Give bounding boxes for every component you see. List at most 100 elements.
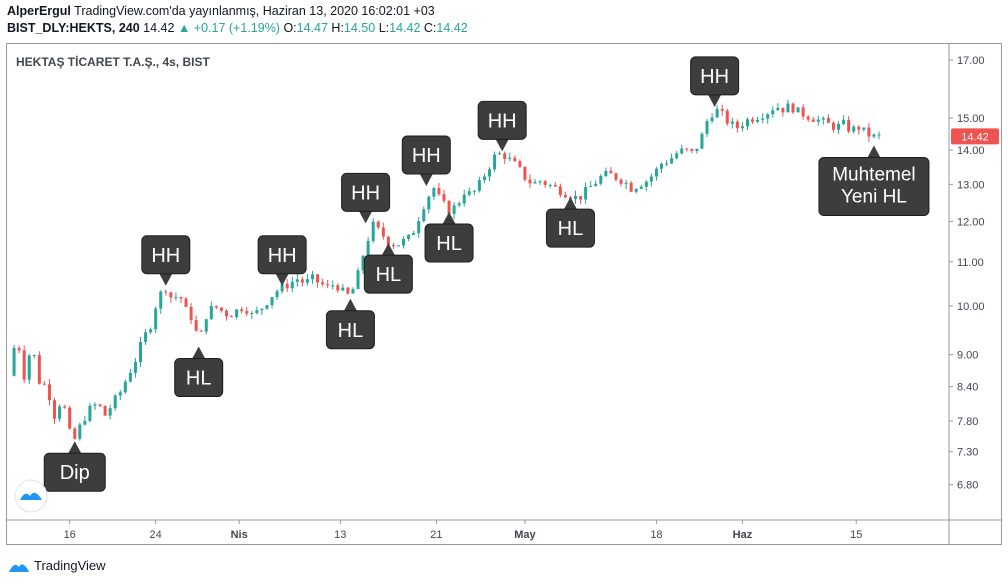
annotation-label: HL	[338, 320, 364, 342]
annotation-callout[interactable]: HH	[690, 56, 740, 107]
candle-body	[305, 279, 309, 283]
candle-body	[831, 122, 835, 130]
annotation-label: HH	[700, 66, 729, 88]
tradingview-logo-icon[interactable]	[8, 559, 30, 573]
candle-body	[280, 284, 284, 292]
candle-body	[644, 181, 648, 187]
chart-title: HEKTAŞ TİCARET T.A.Ş., 4s, BIST	[16, 54, 210, 69]
candle-body	[133, 362, 137, 373]
candle-body	[356, 270, 360, 289]
candle-body	[341, 287, 345, 291]
tradingview-watermark-icon[interactable]	[14, 479, 48, 513]
candle-body	[579, 196, 583, 200]
annotation-callout[interactable]: HH	[341, 172, 391, 224]
annotation-callout[interactable]: HL	[363, 243, 413, 294]
candle-body	[513, 157, 517, 162]
author-name[interactable]: AlperErgul	[7, 4, 71, 18]
candle-body	[270, 297, 274, 306]
candle-body	[250, 313, 254, 315]
candle-body	[204, 319, 208, 332]
candle-body	[467, 191, 471, 195]
candle-body	[745, 119, 749, 127]
candle-body	[174, 297, 178, 299]
candle-body	[776, 107, 780, 111]
candle-body	[290, 281, 294, 289]
callout-pointer	[563, 197, 578, 211]
callout-pointer	[275, 272, 290, 286]
annotation-callout[interactable]: HH	[401, 135, 451, 186]
candle-body	[695, 148, 699, 151]
x-tick-label: 21	[430, 529, 442, 541]
annotation-callout[interactable]: HL	[545, 197, 595, 248]
callout-pointer	[866, 145, 881, 159]
y-tick-label: 13.00	[957, 179, 985, 191]
candle-body	[715, 109, 719, 118]
y-tick-label: 17.00	[957, 55, 985, 67]
candle-body	[771, 110, 775, 115]
x-tick-label: Haz	[733, 529, 753, 541]
callout-box	[690, 56, 740, 96]
annotation-callout[interactable]: HH	[141, 235, 191, 286]
annotation-label: HH	[268, 245, 297, 267]
annotation-callout[interactable]: HH	[257, 235, 307, 286]
candle-body	[427, 196, 431, 210]
candle-body	[321, 282, 325, 285]
annotation-label: HL	[436, 233, 462, 255]
candle-body	[37, 355, 41, 384]
candle-body	[457, 203, 461, 206]
candle-body	[240, 309, 244, 312]
low-value: 14.42	[389, 21, 421, 35]
candle-body	[164, 291, 168, 293]
candle-body	[149, 329, 153, 333]
x-tick-label: 16	[64, 529, 76, 541]
candle-body	[614, 173, 618, 180]
open-value: 14.47	[296, 21, 328, 35]
candle-body	[867, 127, 871, 137]
annotation-callout[interactable]: HH	[477, 100, 527, 152]
publish-info: TradingView.com'da yayınlanmış, Haziran …	[74, 4, 435, 18]
candle-body	[665, 163, 669, 165]
candle-body	[245, 311, 249, 314]
candle-body	[629, 182, 633, 192]
candle-body	[730, 121, 734, 124]
candle-body	[93, 404, 97, 406]
annotation-callout[interactable]: HL	[325, 298, 375, 350]
candle-body	[756, 119, 760, 122]
candle-body	[528, 179, 532, 184]
y-tick-label: 8.40	[957, 382, 978, 394]
candle-body	[604, 170, 608, 177]
chart-header: AlperErgul TradingView.com'da yayınlanmı…	[7, 3, 468, 37]
candle-body	[472, 190, 476, 192]
annotation-callout[interactable]: Dip	[43, 441, 106, 492]
candle-body	[53, 400, 57, 419]
candle-body	[589, 186, 593, 188]
candle-body	[811, 119, 815, 122]
annotation-callout[interactable]: HL	[174, 346, 224, 398]
footer-brand[interactable]: TradingView	[34, 558, 106, 573]
candle-body	[98, 404, 102, 406]
candle-body	[351, 288, 355, 294]
annotation-label: Yeni HL	[841, 186, 907, 207]
candle-body	[548, 184, 552, 186]
candle-body	[118, 392, 122, 396]
chart-frame[interactable]: HEKTAŞ TİCARET T.A.Ş., 4s, BIST 17.00 15.…	[6, 43, 1002, 545]
annotation-callout[interactable]: HL	[424, 212, 474, 263]
candle-body	[159, 291, 163, 309]
x-tick-label: May	[514, 529, 536, 541]
candle-body	[872, 134, 876, 137]
candlestick-chart[interactable]: HEKTAŞ TİCARET T.A.Ş., 4s, BIST 17.00 15.…	[7, 44, 1001, 544]
candle-body	[214, 305, 218, 308]
annotation-label: HH	[488, 110, 517, 132]
candle-body	[219, 307, 223, 311]
candle-body	[700, 133, 704, 149]
price-change: +0.17 (+1.19%)	[193, 21, 280, 35]
candle-body	[154, 308, 158, 330]
candle-body	[751, 119, 755, 122]
close-label: C:	[423, 21, 437, 35]
candle-body	[594, 183, 598, 187]
high-label: H:	[331, 21, 344, 35]
candle-body	[826, 118, 830, 123]
candle-body	[422, 209, 426, 222]
up-arrow-icon: ▲	[177, 21, 191, 35]
